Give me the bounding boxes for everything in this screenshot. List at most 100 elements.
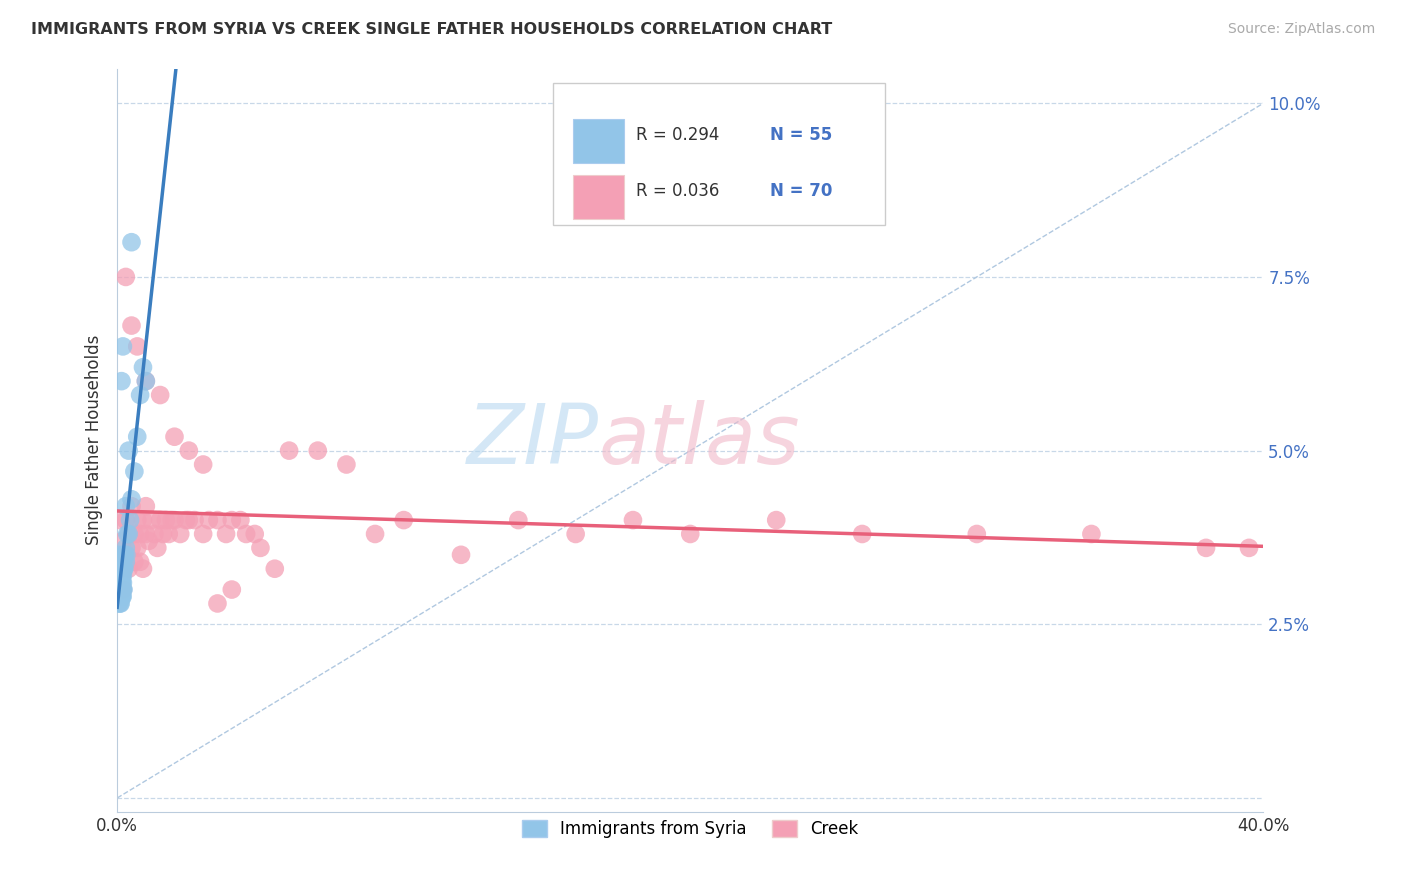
Text: Source: ZipAtlas.com: Source: ZipAtlas.com (1227, 22, 1375, 37)
Point (129, 388, 152, 402)
Point (110, 568, 132, 582)
Point (111, 562, 134, 576)
Point (110, 374, 132, 388)
Text: atlas: atlas (599, 400, 800, 481)
Point (115, 527, 138, 541)
Point (121, 235, 143, 250)
Point (229, 513, 252, 527)
Text: IMMIGRANTS FROM SYRIA VS CREEK SINGLE FATHER HOUSEHOLDS CORRELATION CHART: IMMIGRANTS FROM SYRIA VS CREEK SINGLE FA… (31, 22, 832, 37)
Point (135, 527, 157, 541)
Point (138, 533, 160, 548)
Point (160, 513, 183, 527)
Point (132, 513, 155, 527)
Point (118, 443, 141, 458)
Point (114, 269, 136, 284)
Point (163, 513, 186, 527)
Point (177, 513, 200, 527)
Point (450, 548, 472, 562)
Point (1237, 541, 1260, 555)
Point (118, 562, 141, 576)
Point (149, 513, 172, 527)
Point (112, 562, 135, 576)
Point (121, 541, 143, 555)
Text: N = 70: N = 70 (770, 182, 832, 200)
Point (155, 513, 177, 527)
Point (152, 527, 174, 541)
Point (110, 575, 132, 590)
Point (108, 513, 131, 527)
Point (191, 458, 214, 472)
Point (127, 513, 149, 527)
Point (141, 513, 163, 527)
Point (108, 575, 131, 590)
Point (112, 555, 135, 569)
Point (108, 582, 131, 597)
Point (108, 548, 131, 562)
Point (307, 443, 329, 458)
Point (135, 374, 157, 388)
Point (107, 590, 129, 604)
Point (112, 548, 135, 562)
Point (966, 527, 988, 541)
Text: ZIP: ZIP (467, 400, 599, 481)
Point (207, 597, 229, 611)
Point (112, 562, 135, 576)
Point (198, 513, 221, 527)
Point (127, 339, 149, 353)
Point (112, 582, 135, 597)
Point (163, 430, 186, 444)
FancyBboxPatch shape (553, 83, 886, 225)
Point (108, 562, 131, 576)
Point (118, 527, 141, 541)
Point (110, 575, 132, 590)
Point (149, 388, 172, 402)
Text: N = 55: N = 55 (770, 127, 832, 145)
Point (143, 527, 166, 541)
Point (121, 318, 143, 333)
Point (111, 590, 134, 604)
Point (110, 582, 132, 597)
Point (118, 527, 141, 541)
Point (124, 527, 146, 541)
FancyBboxPatch shape (574, 119, 624, 163)
Point (124, 555, 146, 569)
Point (111, 575, 134, 590)
Point (111, 575, 134, 590)
Point (108, 597, 131, 611)
Point (392, 513, 415, 527)
Text: R = 0.294: R = 0.294 (637, 127, 720, 145)
Point (132, 562, 155, 576)
Point (183, 513, 205, 527)
Point (107, 568, 129, 582)
Point (1080, 527, 1102, 541)
Point (114, 499, 136, 513)
Point (114, 541, 136, 555)
Point (215, 527, 238, 541)
Point (114, 555, 136, 569)
Point (135, 374, 157, 388)
Legend: Immigrants from Syria, Creek: Immigrants from Syria, Creek (516, 813, 865, 845)
Point (111, 582, 134, 597)
Point (108, 575, 131, 590)
Point (765, 513, 787, 527)
Point (146, 541, 169, 555)
Point (263, 562, 285, 576)
Point (679, 527, 702, 541)
Point (110, 590, 132, 604)
Point (115, 548, 138, 562)
Point (243, 527, 266, 541)
Point (124, 465, 146, 479)
Y-axis label: Single Father Households: Single Father Households (86, 335, 103, 545)
Point (108, 575, 131, 590)
Point (129, 527, 152, 541)
Point (121, 492, 143, 507)
Point (120, 513, 142, 527)
Point (114, 548, 136, 562)
Point (127, 430, 149, 444)
Point (235, 527, 257, 541)
Text: R = 0.036: R = 0.036 (637, 182, 720, 200)
Point (111, 582, 134, 597)
Point (169, 527, 191, 541)
Point (174, 513, 197, 527)
Point (121, 499, 143, 513)
